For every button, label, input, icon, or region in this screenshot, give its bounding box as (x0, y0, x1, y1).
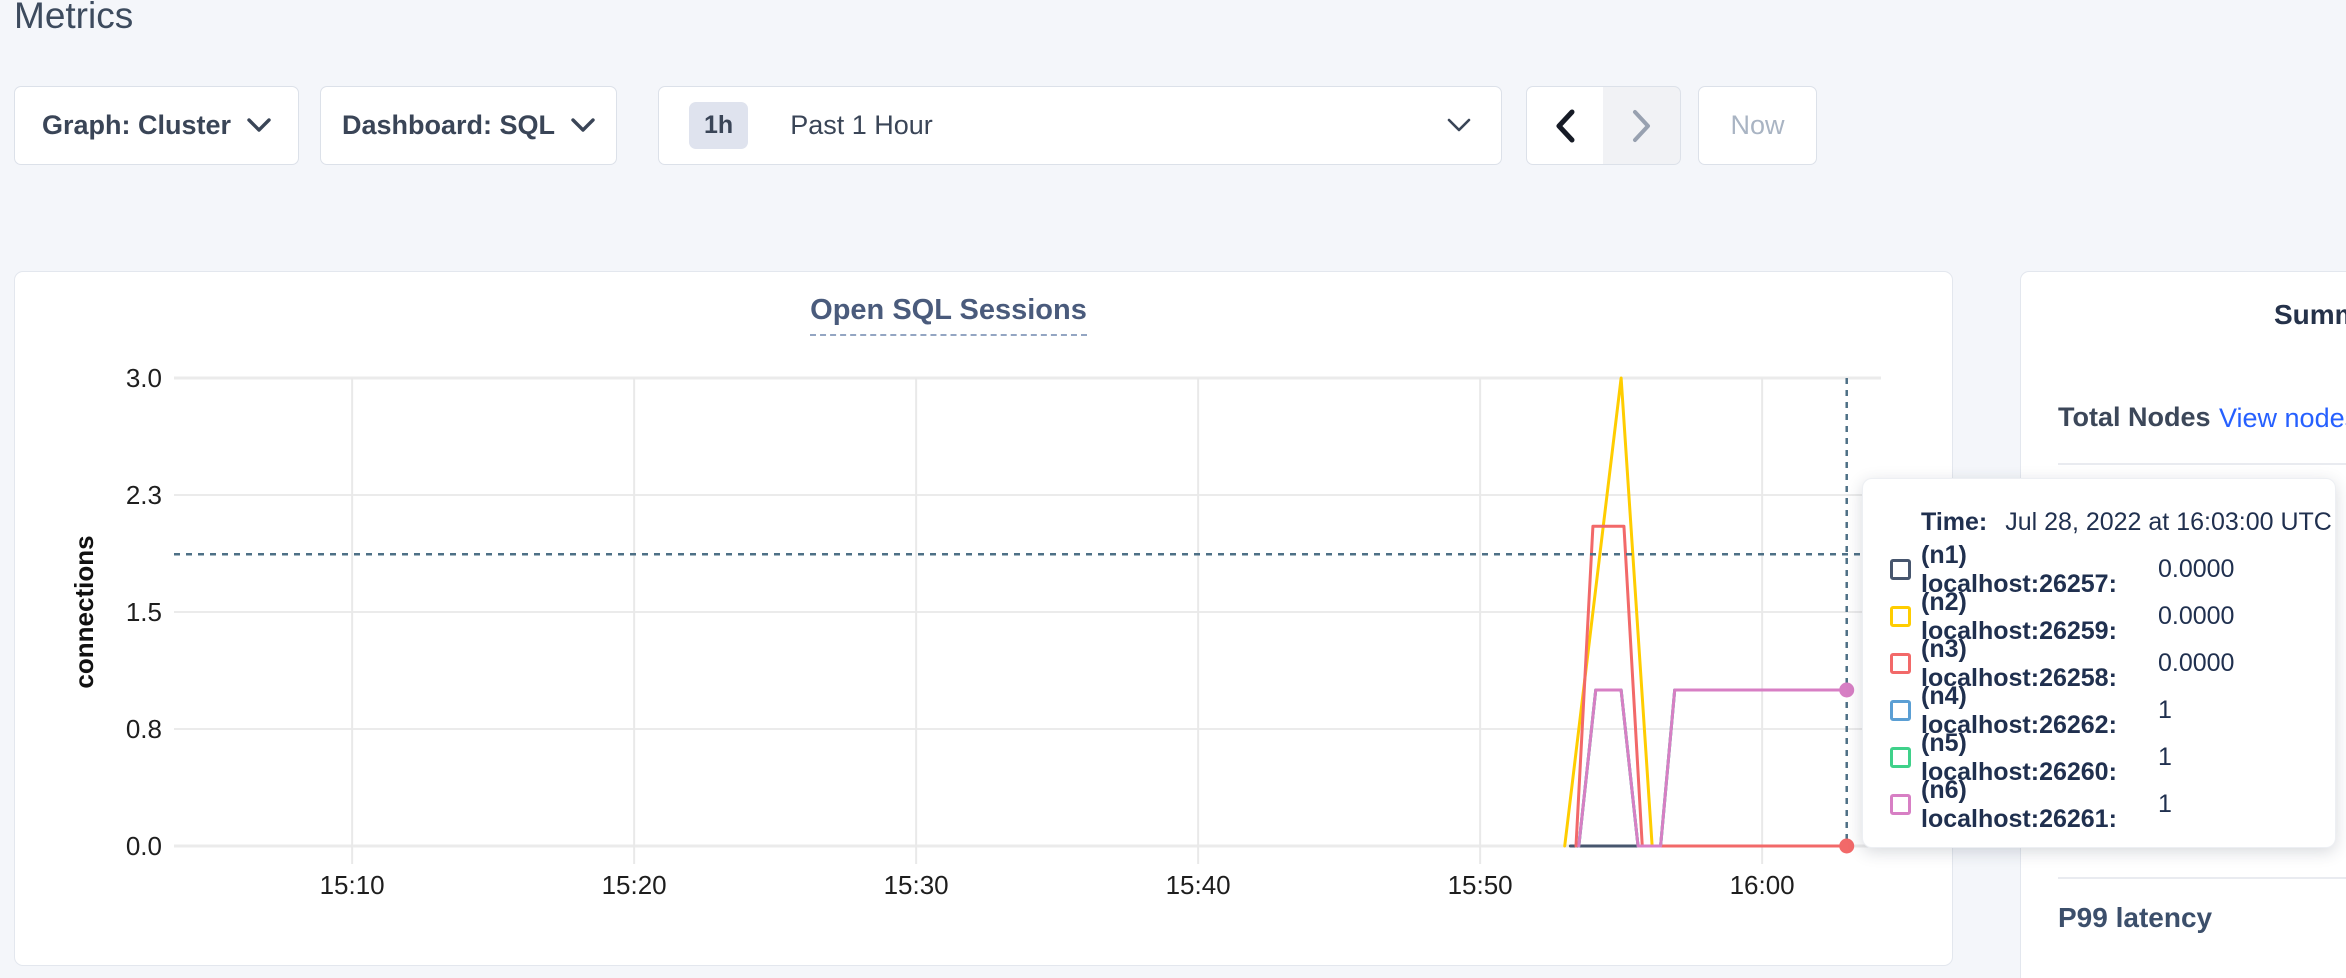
open-sql-sessions-chart-card: Open SQL Sessions 0.0 0.8 1.5 2.3 3.0 15:10 15… (14, 271, 1953, 966)
tooltip-time-value: Jul 28, 2022 at 16:03:00 UTC (2005, 508, 2332, 536)
tooltip-row-n4: (n4) localhost:26262: 1 (1863, 682, 2335, 739)
series-swatch-n3 (1890, 653, 1911, 674)
svg-text:15:30: 15:30 (884, 870, 949, 900)
series-line-1 (1577, 688, 1849, 848)
summary-title: Summary (2274, 299, 2346, 330)
dashboard-dropdown-label: Dashboard: SQL (341, 110, 556, 140)
graph-dropdown[interactable]: Graph: Cluster (14, 86, 299, 165)
hover-point-marker (1839, 838, 1855, 854)
view-nodes-link[interactable]: View nodes (2219, 403, 2346, 433)
chart-title: Open SQL Sessions (810, 294, 1087, 336)
divider (2058, 463, 2346, 465)
time-range-label: Past 1 Hour (790, 110, 933, 140)
time-range-badge: 1h (689, 102, 749, 149)
tooltip-row-label: (n2) localhost:26259: (1921, 587, 2117, 645)
tooltip-row-n2: (n2) localhost:26259: 0.0000 (1863, 588, 2335, 645)
tooltip-row-label: (n5) localhost:26260: (1921, 728, 2117, 786)
chevron-down-icon (571, 118, 595, 132)
chevron-right-icon (1632, 109, 1650, 142)
series-line-5 (1577, 688, 1849, 848)
tooltip-row-value: 1 (2158, 696, 2172, 724)
tooltip-row-value: 0.0000 (2158, 555, 2235, 583)
series-swatch-n5 (1890, 747, 1911, 768)
svg-text:0.0: 0.0 (126, 831, 162, 861)
svg-text:15:50: 15:50 (1448, 870, 1513, 900)
chevron-down-icon (247, 118, 271, 132)
series-swatch-n4 (1890, 700, 1911, 721)
tooltip-row-n5: (n5) localhost:26260: 1 (1863, 729, 2335, 786)
y-axis-label: connections (69, 535, 99, 688)
tooltip-row-label: (n1) localhost:26257: (1921, 540, 2117, 598)
series-line-2 (1577, 688, 1849, 848)
svg-text:15:40: 15:40 (1166, 870, 1231, 900)
chevron-down-icon (1447, 118, 1471, 132)
chevron-left-icon (1556, 109, 1575, 142)
series-line-4 (1574, 524, 1849, 848)
tooltip-time-row: Time: Jul 28, 2022 at 16:03:00 UTC (1863, 499, 2335, 546)
tooltip-row-label: (n6) localhost:26261: (1921, 775, 2117, 833)
svg-text:15:10: 15:10 (320, 870, 385, 900)
tooltip-row-value: 0.0000 (2158, 602, 2235, 630)
graph-dropdown-label: Graph: Cluster (41, 110, 232, 140)
total-nodes-label: Total Nodes (2058, 402, 2211, 432)
series-swatch-n1 (1890, 559, 1911, 580)
tooltip-row-value: 1 (2158, 743, 2172, 771)
chart-title-wrap: Open SQL Sessions (15, 294, 1882, 336)
tooltip-row-value: 1 (2158, 790, 2172, 818)
p99-latency-label: P99 latency (2058, 902, 2213, 933)
series-lines (1563, 376, 1849, 848)
series-swatch-n6 (1890, 794, 1911, 815)
series-swatch-n2 (1890, 606, 1911, 627)
next-timewindow-button-disabled (1603, 86, 1681, 165)
dashboard-dropdown[interactable]: Dashboard: SQL (320, 86, 617, 165)
tooltip-time-label: Time: (1921, 508, 1988, 536)
tooltip-row-n3: (n3) localhost:26258: 0.0000 (1863, 635, 2335, 692)
svg-text:16:00: 16:00 (1730, 870, 1795, 900)
now-button-disabled: Now (1698, 86, 1817, 165)
tooltip-row-n1: (n1) localhost:26257: 0.0000 (1863, 541, 2335, 598)
tooltip-row-value: 0.0000 (2158, 649, 2235, 677)
time-range-dropdown[interactable]: 1h Past 1 Hour (658, 86, 1502, 165)
tooltip-row-label: (n4) localhost:26262: (1921, 681, 2117, 739)
svg-text:15:20: 15:20 (602, 870, 667, 900)
svg-text:1.5: 1.5 (126, 597, 162, 627)
hover-point-marker (1839, 682, 1855, 698)
svg-text:3.0: 3.0 (126, 363, 162, 393)
axis-tick-labels: 0.0 0.8 1.5 2.3 3.0 15:10 15:20 15:30 15:40 15:50… (126, 363, 1795, 900)
sessions-line-chart[interactable]: 0.0 0.8 1.5 2.3 3.0 15:10 15:20 15:30 15:40 15:50… (15, 272, 1954, 967)
tooltip-row-n6: (n6) localhost:26261: 1 (1863, 776, 2335, 833)
chart-hover-tooltip: Time: Jul 28, 2022 at 16:03:00 UTC (n1) … (1862, 478, 2336, 848)
svg-text:2.3: 2.3 (126, 480, 162, 510)
now-button-label: Now (1730, 110, 1785, 140)
hover-crosshair (174, 378, 1881, 854)
tooltip-row-label: (n3) localhost:26258: (1921, 634, 2117, 692)
divider (2058, 877, 2346, 879)
prev-timewindow-button[interactable] (1526, 86, 1604, 165)
svg-text:0.8: 0.8 (126, 714, 162, 744)
page-title: Metrics (14, 0, 134, 36)
